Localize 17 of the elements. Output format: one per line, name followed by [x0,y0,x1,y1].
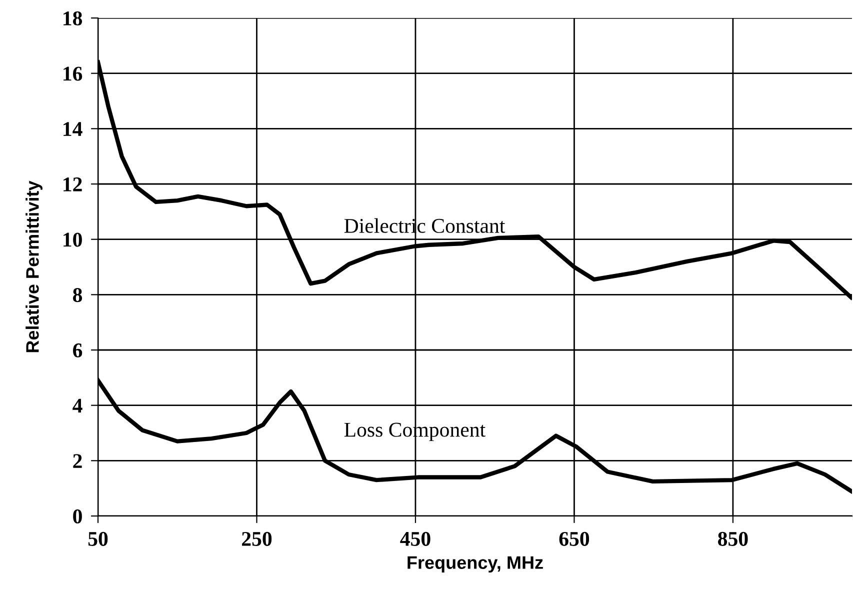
y-tick-label: 2 [73,454,82,468]
x-tick-label: 50 [88,532,108,546]
y-tick-label: 4 [72,398,82,413]
y-tick-label: 14 [64,122,82,136]
x-axis-title: Frequency, MHz [408,556,543,573]
y-tick-label: 10 [64,232,82,247]
x-tick-label: 250 [242,532,272,546]
y-tick-label: 6 [73,343,82,358]
y-axis-title: Relative Permittivity [26,180,42,352]
y-tick-label: 16 [64,66,82,81]
y-tick-label: 0 [73,509,82,524]
x-tick-label: 650 [559,532,590,546]
y-tick-label: 8 [73,288,82,302]
y-tick-label: 18 [64,11,82,26]
x-tick-label: 450 [400,532,430,546]
x-tick-label: 850 [718,532,748,546]
y-tick-label: 12 [64,177,82,192]
